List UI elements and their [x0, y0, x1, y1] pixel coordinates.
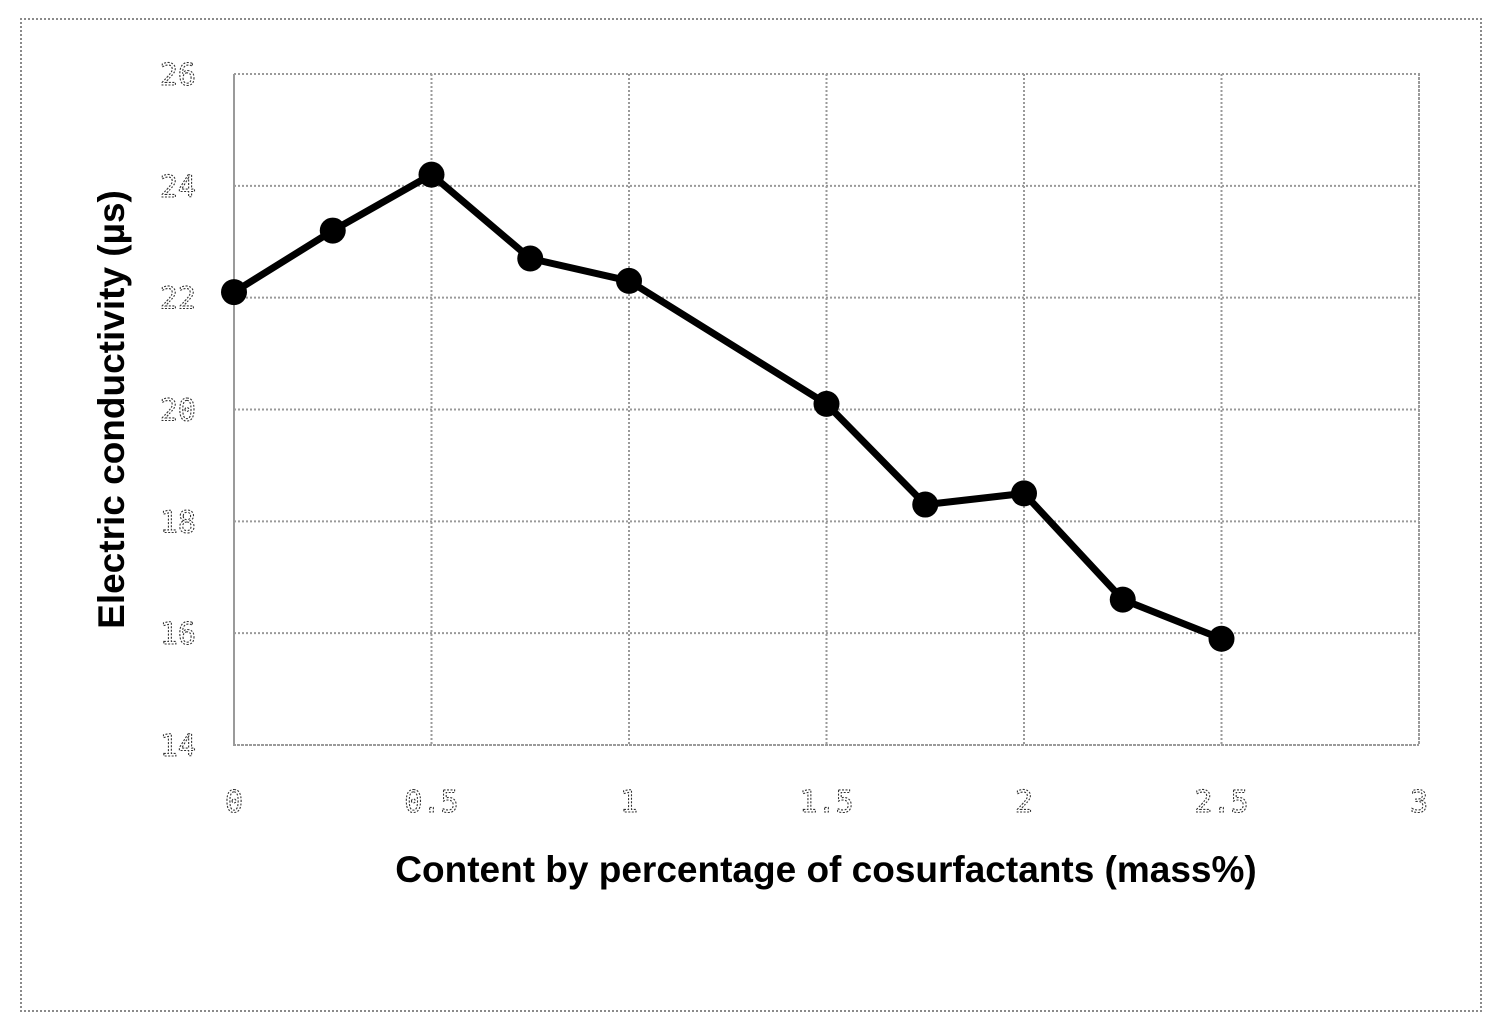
x-tick-label: 2 — [1015, 785, 1033, 820]
data-point — [1011, 480, 1037, 507]
plot-area — [233, 73, 1420, 746]
y-tick-label: 20 — [160, 394, 196, 429]
data-point — [813, 390, 840, 417]
x-axis-tick-labels: 0 0.5 1 1.5 2 2.5 3 — [224, 784, 1428, 820]
data-point — [319, 217, 346, 244]
x-tick-label: 1.5 — [799, 785, 853, 820]
data-point — [418, 161, 445, 188]
y-axis-tick-labels: 14 16 18 20 22 24 26 — [159, 57, 196, 764]
data-point — [912, 491, 939, 518]
x-axis-title: Content by percentage of cosurfactants (… — [395, 849, 1256, 890]
y-tick-label: 16 — [160, 617, 196, 652]
data-point — [616, 267, 642, 294]
y-axis-title: Electric conductivity (µs) — [91, 190, 132, 629]
x-tick-label: 0.5 — [404, 785, 458, 820]
x-tick-label: 0 — [225, 785, 243, 820]
chart-frame — [20, 18, 1482, 1012]
y-tick-label: 24 — [160, 170, 196, 205]
x-tick-label: 1 — [620, 785, 638, 820]
y-tick-label: 18 — [160, 505, 196, 540]
series-line — [232, 171, 1223, 643]
data-point — [1109, 586, 1136, 613]
y-tick-label: 14 — [160, 729, 196, 764]
data-point — [1208, 625, 1235, 652]
x-tick-label: 2.5 — [1194, 785, 1248, 820]
x-tick-label: 3 — [1410, 785, 1428, 820]
data-point — [221, 279, 247, 306]
series-points — [221, 161, 1235, 652]
y-tick-label: 26 — [160, 58, 196, 93]
data-point — [517, 245, 544, 272]
y-tick-label: 22 — [160, 282, 196, 317]
